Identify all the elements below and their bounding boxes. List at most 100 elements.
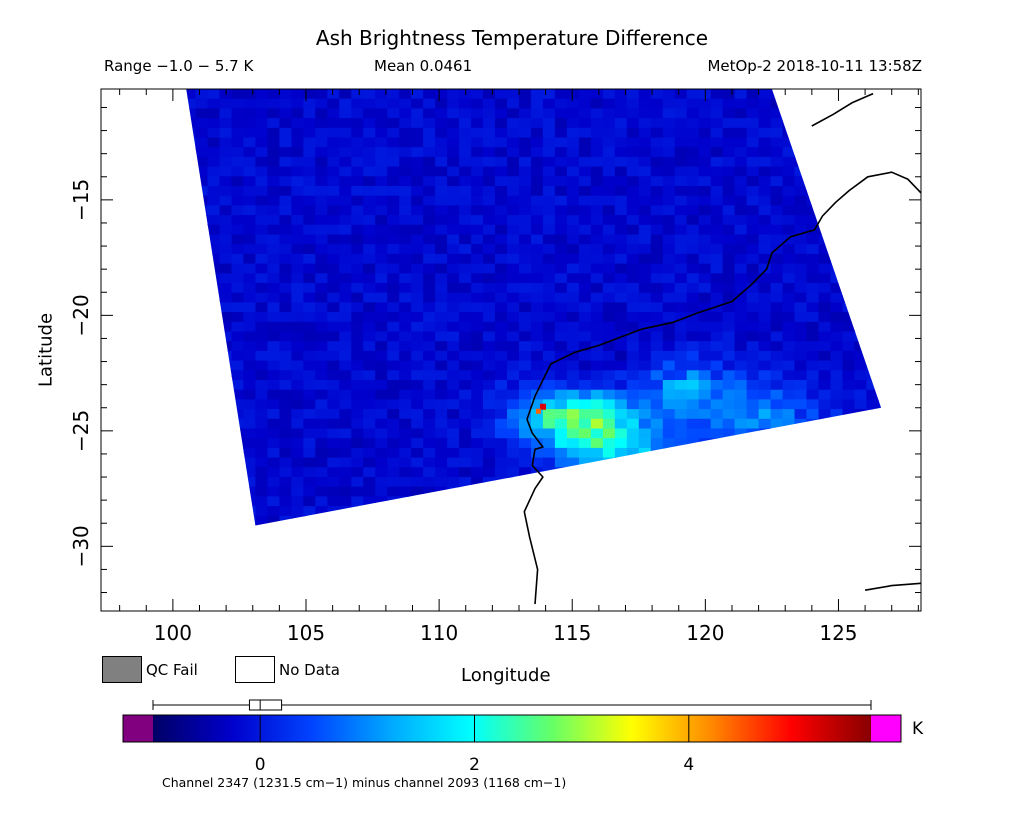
swath-pixel bbox=[890, 89, 903, 99]
swath-pixel bbox=[267, 438, 280, 449]
swath-pixel bbox=[638, 350, 652, 362]
swath-pixel bbox=[770, 176, 784, 187]
swath-pixel bbox=[243, 545, 256, 555]
swath-pixel bbox=[734, 312, 748, 323]
swath-pixel bbox=[554, 331, 568, 342]
swath-pixel bbox=[327, 89, 340, 100]
swath-pixel bbox=[519, 253, 532, 265]
swath-pixel bbox=[758, 380, 772, 391]
swath-pixel bbox=[542, 147, 556, 158]
swath-pixel bbox=[638, 457, 652, 468]
swath-pixel bbox=[890, 196, 903, 206]
swath-pixel bbox=[651, 535, 664, 545]
swath-pixel bbox=[207, 108, 221, 119]
swath-pixel bbox=[255, 98, 268, 109]
swath-pixel bbox=[423, 253, 436, 265]
swath-pixel bbox=[303, 186, 316, 197]
swath-pixel bbox=[339, 137, 352, 148]
swath-pixel bbox=[459, 486, 472, 497]
swath-pixel bbox=[231, 166, 245, 177]
swath-pixel bbox=[638, 147, 652, 158]
swath-pixel bbox=[303, 244, 316, 255]
swath-pixel bbox=[267, 535, 280, 545]
swath-pixel bbox=[471, 486, 484, 497]
swath-pixel bbox=[794, 137, 808, 148]
swath-pixel bbox=[662, 360, 676, 371]
x-tick-label: 100 bbox=[154, 621, 192, 645]
swath-pixel bbox=[375, 321, 388, 333]
swath-pixel bbox=[351, 350, 364, 362]
swath-pixel bbox=[195, 477, 209, 488]
swath-pixel bbox=[447, 176, 460, 187]
swath-pixel bbox=[866, 515, 879, 526]
swath-pixel bbox=[471, 244, 484, 255]
swath-pixel bbox=[770, 156, 784, 168]
swath-pixel bbox=[674, 118, 688, 129]
swath-pixel bbox=[602, 156, 616, 168]
swath-pixel bbox=[375, 370, 388, 381]
swath-pixel bbox=[878, 215, 882, 226]
swath-pixel bbox=[686, 312, 700, 323]
swath-pixel bbox=[866, 137, 879, 148]
swath-pixel bbox=[495, 545, 508, 555]
swath-pixel bbox=[818, 137, 832, 148]
swath-pixel bbox=[186, 244, 197, 255]
swath-pixel bbox=[495, 283, 508, 294]
swath-pixel bbox=[327, 244, 340, 255]
swath-pixel bbox=[363, 409, 376, 420]
swath-pixel bbox=[650, 205, 664, 216]
swath-pixel bbox=[662, 312, 676, 323]
swath-pixel bbox=[831, 535, 844, 545]
swath-pixel bbox=[854, 535, 867, 545]
swath-pixel bbox=[554, 515, 568, 526]
swath-pixel bbox=[866, 147, 879, 158]
swath-pixel bbox=[243, 506, 256, 517]
swath-pixel bbox=[722, 283, 736, 294]
swath-pixel bbox=[662, 506, 676, 517]
swath-pixel bbox=[375, 341, 388, 352]
swath-pixel bbox=[782, 467, 796, 478]
swath-pixel bbox=[830, 350, 844, 362]
swath-pixel bbox=[830, 176, 844, 187]
swath-pixel bbox=[447, 253, 460, 265]
swath-pixel bbox=[758, 341, 772, 352]
swath-pixel bbox=[459, 147, 472, 158]
swath-pixel bbox=[327, 127, 340, 139]
swath-pixel bbox=[842, 380, 856, 391]
swath-pixel bbox=[459, 438, 472, 449]
swath-pixel bbox=[186, 467, 197, 478]
swath-pixel bbox=[554, 447, 568, 459]
swath-pixel bbox=[542, 195, 556, 206]
swath-pixel bbox=[172, 545, 185, 555]
swath-pixel bbox=[662, 428, 676, 439]
swath-pixel bbox=[375, 176, 388, 187]
swath-pixel bbox=[255, 526, 268, 536]
swath-pixel bbox=[614, 215, 628, 226]
swath-pixel bbox=[578, 118, 592, 129]
swath-pixel bbox=[339, 350, 352, 362]
swath-pixel bbox=[231, 331, 245, 342]
swath-pixel bbox=[626, 186, 640, 197]
swath-pixel bbox=[447, 283, 460, 294]
swath-pixel bbox=[770, 98, 784, 109]
swath-pixel bbox=[186, 331, 197, 342]
swath-pixel bbox=[554, 118, 568, 129]
swath-pixel bbox=[447, 166, 460, 177]
swath-pixel bbox=[471, 467, 484, 478]
swath-pixel bbox=[638, 302, 652, 313]
swath-pixel bbox=[363, 321, 376, 333]
swath-pixel bbox=[243, 205, 256, 216]
swath-pixel bbox=[186, 292, 197, 303]
swath-pixel bbox=[735, 535, 748, 545]
swath-pixel bbox=[722, 205, 736, 216]
swath-pixel bbox=[255, 118, 268, 129]
swath-pixel bbox=[698, 127, 712, 139]
swath-pixel bbox=[602, 350, 616, 362]
swath-pixel bbox=[902, 419, 915, 429]
swath-pixel bbox=[542, 457, 556, 468]
swath-pixel bbox=[315, 108, 328, 119]
swath-pixel bbox=[363, 360, 376, 371]
swath-pixel bbox=[160, 108, 173, 118]
swath-pixel bbox=[399, 370, 412, 381]
